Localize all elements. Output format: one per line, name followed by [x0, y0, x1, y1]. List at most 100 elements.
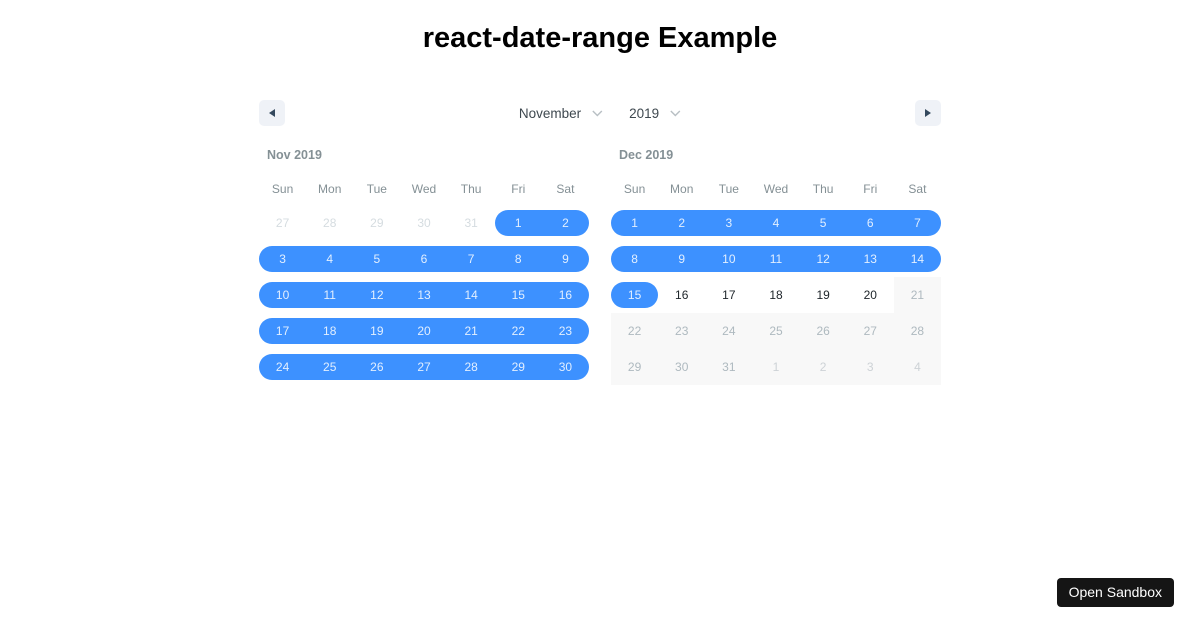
range-pill	[400, 318, 448, 344]
day-cell[interactable]: 6	[846, 205, 894, 241]
day-number: 13	[417, 288, 431, 302]
weekday-row: Sun Mon Tue Wed Thu Fri Sat	[611, 182, 941, 197]
day-cell[interactable]: 2	[658, 205, 706, 241]
day-number: 3	[866, 360, 874, 374]
day-number: 4	[772, 216, 780, 230]
day-cell: 28	[306, 205, 353, 241]
day-cell[interactable]: 4	[752, 205, 800, 241]
day-cell: 23	[658, 313, 706, 349]
range-pill	[494, 318, 542, 344]
day-number: 9	[678, 252, 686, 266]
day-number: 29	[511, 360, 525, 374]
day-cell[interactable]: 24	[259, 349, 307, 385]
range-pill	[494, 282, 542, 308]
day-cell: 27	[259, 205, 306, 241]
range-pill	[611, 210, 659, 236]
day-number: 28	[323, 216, 337, 230]
day-cell[interactable]: 19	[800, 277, 847, 313]
month-nov-2019: Nov 2019 Sun Mon Tue Wed Thu Fri Sat 27 28 29 30 31 1…	[259, 148, 589, 385]
day-cell[interactable]: 22	[494, 313, 542, 349]
day-number: 25	[323, 360, 337, 374]
day-cell[interactable]: 8	[494, 241, 542, 277]
day-number: 2	[678, 216, 686, 230]
day-number: 28	[910, 324, 925, 338]
day-number: 31	[464, 216, 478, 230]
day-cell[interactable]: 30	[541, 349, 589, 385]
day-cell[interactable]: 28	[447, 349, 495, 385]
day-cell[interactable]: 29	[494, 349, 542, 385]
month-label: Nov 2019	[267, 148, 322, 162]
day-cell: 22	[611, 313, 659, 349]
day-cell[interactable]: 3	[705, 205, 753, 241]
day-cell: 30	[658, 349, 706, 385]
day-cell[interactable]: 20	[847, 277, 894, 313]
day-cell[interactable]: 10	[259, 277, 307, 313]
weekday-label: Sat	[908, 182, 927, 196]
day-cell[interactable]: 9	[658, 241, 706, 277]
day-cell[interactable]: 3	[259, 241, 307, 277]
day-cell[interactable]: 12	[799, 241, 847, 277]
weekday-label: Wed	[411, 182, 437, 196]
weekday-label: Thu	[460, 182, 482, 196]
range-pill	[353, 354, 401, 380]
day-cell[interactable]: 15	[494, 277, 542, 313]
day-cell[interactable]: 9	[541, 241, 589, 277]
range-pill	[799, 210, 847, 236]
day-cell[interactable]: 11	[306, 277, 354, 313]
open-sandbox-button[interactable]: Open Sandbox	[1056, 578, 1174, 607]
day-cell[interactable]: 23	[541, 313, 589, 349]
day-cell[interactable]: 13	[846, 241, 894, 277]
range-pill	[658, 246, 706, 272]
month-year-pickers: November 2019	[519, 106, 681, 121]
day-number: 1	[772, 360, 780, 374]
weekday-label: Sun	[623, 182, 646, 196]
day-cell[interactable]: 12	[353, 277, 401, 313]
day-cell[interactable]: 19	[353, 313, 401, 349]
day-cell[interactable]: 1	[494, 205, 542, 241]
year-select[interactable]: 2019	[629, 106, 681, 121]
day-cell: 31	[448, 205, 495, 241]
range-pill	[494, 354, 542, 380]
day-cell[interactable]: 7	[893, 205, 941, 241]
day-cell[interactable]: 14	[447, 277, 495, 313]
range-pill	[541, 210, 589, 236]
day-cell[interactable]: 7	[447, 241, 495, 277]
day-number: 20	[417, 324, 431, 338]
day-cell[interactable]: 1	[611, 205, 659, 241]
day-cell[interactable]: 10	[705, 241, 753, 277]
prev-month-button[interactable]	[259, 100, 285, 126]
day-cell[interactable]: 17	[705, 277, 752, 313]
month-select[interactable]: November	[519, 106, 603, 121]
day-cell[interactable]: 13	[400, 277, 448, 313]
day-cell[interactable]: 14	[893, 241, 941, 277]
next-month-button[interactable]	[915, 100, 941, 126]
day-number: 12	[816, 252, 830, 266]
day-cell[interactable]: 11	[752, 241, 800, 277]
day-cell: 24	[705, 313, 753, 349]
day-cell[interactable]: 16	[658, 277, 705, 313]
day-cell[interactable]: 8	[611, 241, 659, 277]
day-cell[interactable]: 27	[400, 349, 448, 385]
weekday-row: Sun Mon Tue Wed Thu Fri Sat	[259, 182, 589, 197]
day-cell[interactable]: 5	[353, 241, 401, 277]
year-select-value: 2019	[629, 105, 660, 121]
day-cell[interactable]: 2	[541, 205, 589, 241]
day-cell[interactable]: 25	[306, 349, 354, 385]
day-number: 27	[417, 360, 431, 374]
day-cell[interactable]: 21	[447, 313, 495, 349]
day-cell[interactable]: 17	[259, 313, 307, 349]
day-cell[interactable]: 18	[306, 313, 354, 349]
day-cell[interactable]: 6	[400, 241, 448, 277]
weekday-label: Fri	[863, 182, 878, 196]
day-number: 3	[279, 252, 286, 266]
day-cell[interactable]: 15	[611, 277, 659, 313]
day-cell[interactable]: 26	[353, 349, 401, 385]
day-cell[interactable]: 16	[541, 277, 589, 313]
day-cell[interactable]: 20	[400, 313, 448, 349]
day-cell[interactable]: 5	[799, 205, 847, 241]
day-cell[interactable]: 18	[752, 277, 799, 313]
range-pill	[259, 354, 307, 380]
day-number: 19	[816, 288, 830, 302]
day-cell[interactable]: 4	[306, 241, 354, 277]
day-number: 13	[863, 252, 877, 266]
